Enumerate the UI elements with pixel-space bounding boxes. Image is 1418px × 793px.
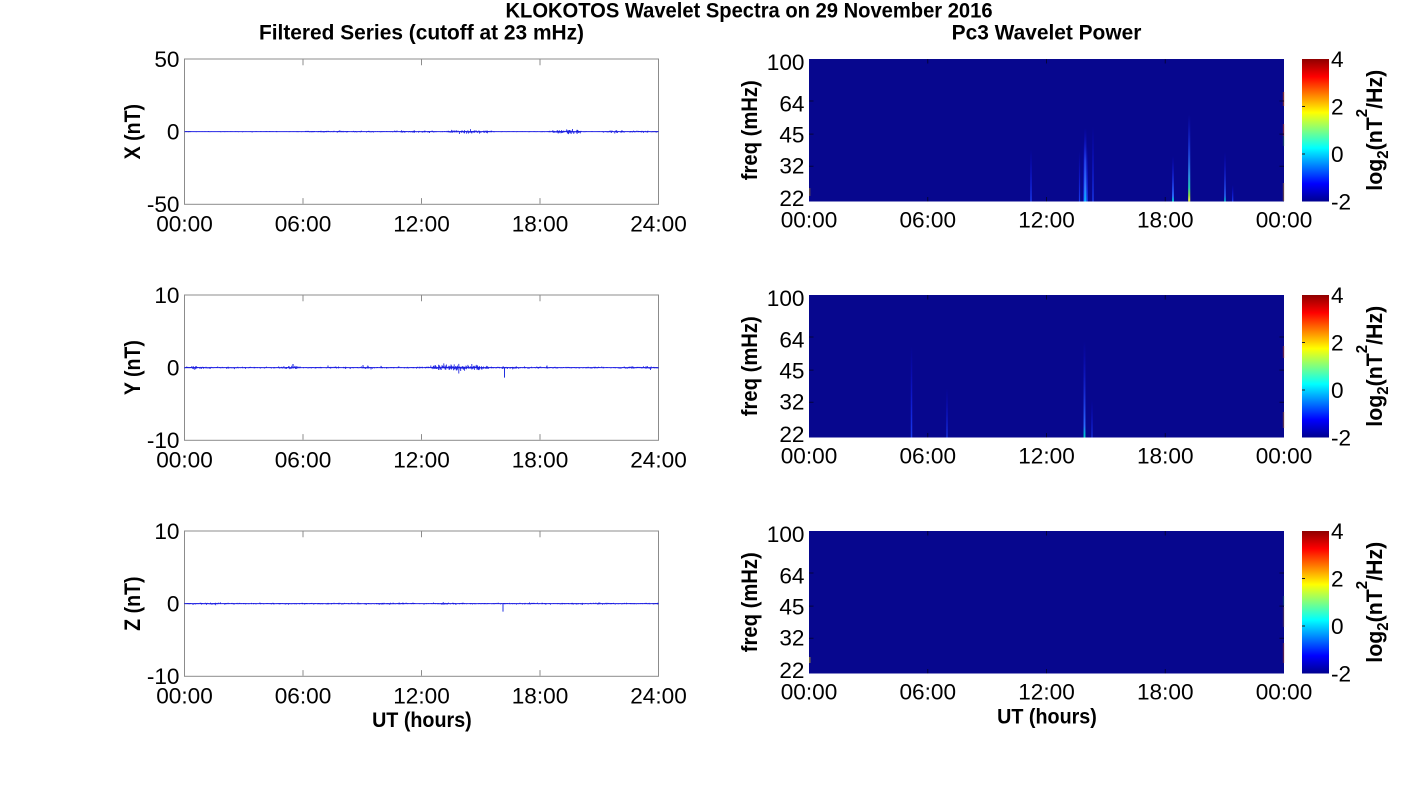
svg-text:12:00: 12:00: [1018, 444, 1075, 469]
svg-text:06:00: 06:00: [275, 448, 332, 473]
svg-text:0: 0: [1331, 614, 1344, 639]
svg-text:12:00: 12:00: [393, 448, 450, 473]
svg-text:45: 45: [779, 122, 804, 147]
svg-text:2: 2: [1331, 330, 1344, 355]
svg-text:32: 32: [779, 389, 804, 414]
svg-text:24:00: 24:00: [630, 684, 687, 709]
svg-text:18:00: 18:00: [512, 212, 569, 237]
svg-text:18:00: 18:00: [512, 448, 569, 473]
svg-text:freq (mHz): freq (mHz): [738, 552, 762, 652]
svg-text:00:00: 00:00: [781, 208, 838, 233]
svg-text:18:00: 18:00: [512, 684, 569, 709]
svg-text:06:00: 06:00: [899, 680, 956, 705]
svg-text:18:00: 18:00: [1137, 444, 1194, 469]
svg-text:-10: -10: [147, 428, 180, 453]
svg-text:12:00: 12:00: [393, 684, 450, 709]
svg-text:Y (nT): Y (nT): [121, 340, 145, 395]
svg-text:18:00: 18:00: [1137, 680, 1194, 705]
svg-text:UT (hours): UT (hours): [372, 708, 472, 732]
svg-text:Z (nT): Z (nT): [121, 576, 145, 630]
svg-text:32: 32: [779, 153, 804, 178]
svg-text:22: 22: [779, 422, 804, 447]
svg-text:0: 0: [167, 591, 180, 616]
svg-text:64: 64: [779, 91, 804, 116]
svg-text:00:00: 00:00: [781, 444, 838, 469]
svg-text:UT (hours): UT (hours): [997, 705, 1097, 729]
svg-text:45: 45: [779, 358, 804, 383]
svg-text:12:00: 12:00: [1018, 208, 1075, 233]
svg-text:-10: -10: [147, 664, 180, 689]
svg-text:-2: -2: [1331, 189, 1351, 214]
svg-text:00:00: 00:00: [1256, 444, 1313, 469]
svg-text:2: 2: [1331, 94, 1344, 119]
svg-text:KLOKOTOS Wavelet Spectra on 29: KLOKOTOS Wavelet Spectra on 29 November …: [505, 0, 992, 23]
svg-text:4: 4: [1331, 283, 1344, 308]
svg-text:12:00: 12:00: [1018, 680, 1075, 705]
svg-text:100: 100: [767, 286, 805, 311]
svg-text:00:00: 00:00: [156, 212, 213, 237]
svg-text:4: 4: [1331, 519, 1344, 544]
svg-text:00:00: 00:00: [156, 684, 213, 709]
svg-text:0: 0: [1331, 142, 1344, 167]
svg-text:50: 50: [154, 47, 179, 72]
svg-text:2: 2: [1331, 566, 1344, 591]
svg-text:4: 4: [1331, 47, 1344, 72]
svg-text:00:00: 00:00: [1256, 208, 1313, 233]
svg-text:24:00: 24:00: [630, 448, 687, 473]
svg-text:24:00: 24:00: [630, 212, 687, 237]
svg-text:00:00: 00:00: [156, 448, 213, 473]
svg-text:64: 64: [779, 327, 804, 352]
svg-text:100: 100: [767, 522, 805, 547]
svg-text:0: 0: [167, 120, 180, 145]
svg-text:22: 22: [779, 186, 804, 211]
svg-text:06:00: 06:00: [899, 444, 956, 469]
svg-text:22: 22: [779, 658, 804, 683]
svg-text:freq (mHz): freq (mHz): [738, 80, 762, 180]
svg-text:Pc3 Wavelet Power: Pc3 Wavelet Power: [952, 21, 1142, 44]
svg-text:freq (mHz): freq (mHz): [738, 316, 762, 416]
svg-text:00:00: 00:00: [1256, 680, 1313, 705]
svg-text:Filtered Series (cutoff at 23: Filtered Series (cutoff at 23 mHz): [259, 21, 584, 44]
svg-text:06:00: 06:00: [275, 212, 332, 237]
svg-text:00:00: 00:00: [781, 680, 838, 705]
svg-text:-2: -2: [1331, 425, 1351, 450]
svg-text:0: 0: [167, 355, 180, 380]
svg-text:12:00: 12:00: [393, 212, 450, 237]
svg-text:18:00: 18:00: [1137, 208, 1194, 233]
svg-text:64: 64: [779, 563, 804, 588]
svg-text:06:00: 06:00: [275, 684, 332, 709]
svg-text:10: 10: [154, 283, 179, 308]
svg-text:-2: -2: [1331, 661, 1351, 686]
svg-text:100: 100: [767, 50, 805, 75]
svg-text:45: 45: [779, 594, 804, 619]
svg-text:X (nT): X (nT): [121, 104, 145, 159]
svg-text:10: 10: [154, 519, 179, 544]
svg-text:06:00: 06:00: [899, 208, 956, 233]
svg-text:0: 0: [1331, 378, 1344, 403]
svg-text:-50: -50: [147, 192, 180, 217]
svg-text:32: 32: [779, 625, 804, 650]
